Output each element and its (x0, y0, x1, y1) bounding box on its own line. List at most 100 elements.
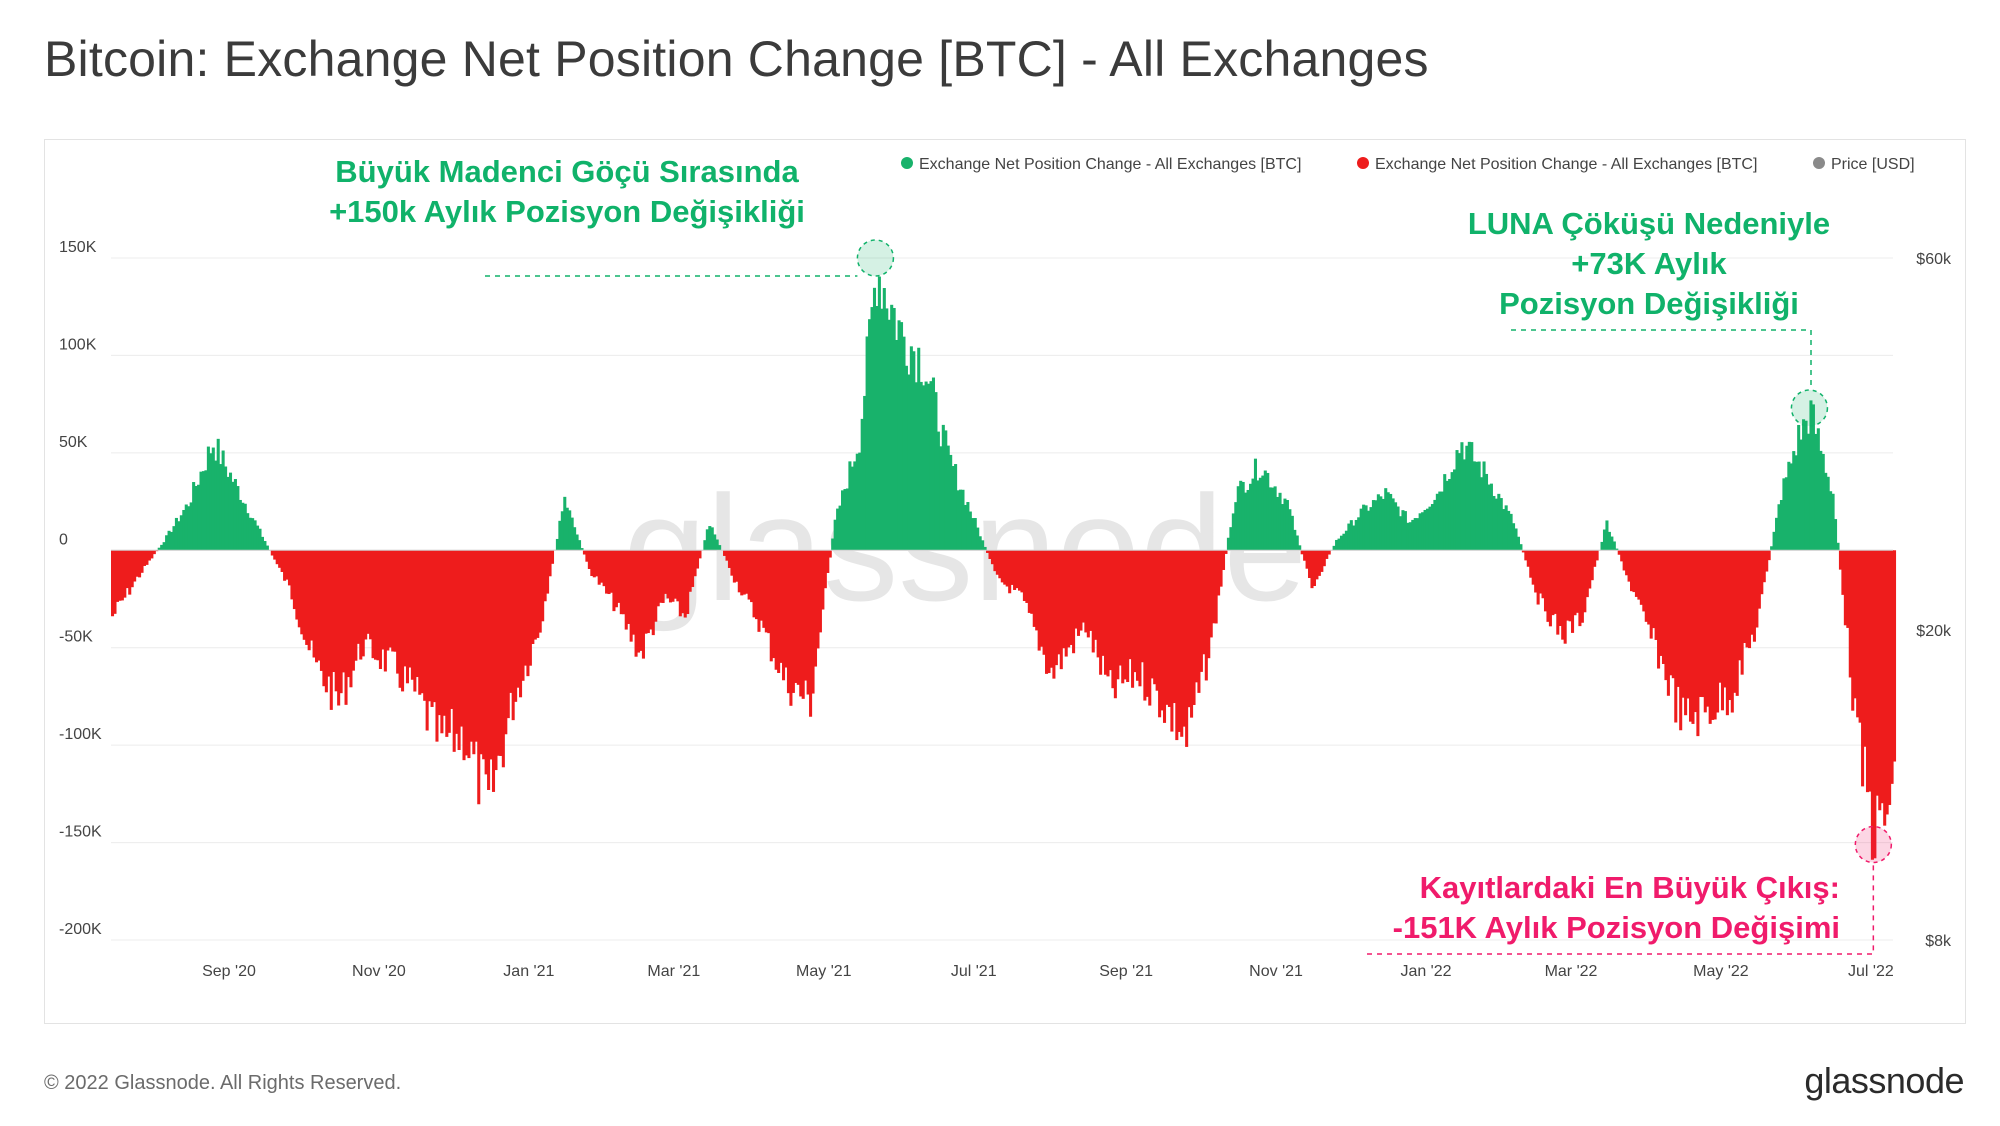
net-change-bar (354, 550, 358, 661)
net-change-bar (968, 511, 972, 551)
net-change-bar (1460, 442, 1464, 551)
x-tick-label: Sep '21 (1099, 963, 1153, 980)
net-change-bar (1607, 531, 1611, 551)
net-change-bar (1438, 491, 1442, 551)
net-change-bar (774, 550, 778, 670)
net-change-bar (516, 550, 520, 688)
net-change-bar (1443, 474, 1447, 551)
net-change-bar (855, 453, 859, 551)
net-change-bar (152, 550, 156, 555)
net-change-bar (1453, 469, 1457, 551)
net-change-bar (115, 550, 119, 602)
net-change-bar (273, 550, 277, 560)
net-change-bar (922, 385, 926, 551)
net-change-bar (1507, 510, 1511, 551)
annotation-luna: LUNA Çöküşü Nedeniyle (1468, 206, 1830, 241)
net-change-bar (1484, 473, 1489, 551)
net-change-bar (1634, 550, 1638, 597)
net-change-bar (1202, 550, 1206, 655)
net-change-bar (1347, 523, 1351, 551)
net-change-bar (197, 484, 201, 551)
net-change-bar (732, 550, 736, 583)
net-change-bar (147, 550, 151, 561)
net-change-bar (1566, 550, 1570, 621)
net-change-bar (1290, 515, 1294, 551)
net-change-bar (1575, 550, 1579, 613)
net-change-bar (939, 446, 943, 551)
net-change-bar (858, 452, 862, 551)
net-change-bar (1836, 542, 1840, 551)
net-change-bar (1010, 550, 1014, 585)
net-change-bar (1214, 550, 1218, 624)
net-change-bar (1883, 550, 1887, 826)
net-change-bar (1787, 461, 1791, 551)
net-change-bar (585, 550, 589, 562)
net-change-bar (1005, 550, 1009, 587)
net-change-bar (1524, 550, 1528, 561)
net-change-bar (179, 515, 183, 551)
net-change-bar (420, 550, 424, 694)
net-change-bar (1838, 550, 1842, 570)
net-change-bar (1190, 550, 1194, 718)
x-tick-label: Jan '21 (503, 963, 554, 980)
net-change-bar (927, 383, 931, 551)
net-change-bar (710, 527, 714, 551)
net-change-bar (1516, 536, 1520, 551)
net-change-bar (1649, 550, 1653, 639)
net-change-bar (1647, 550, 1651, 625)
net-change-bar (1703, 550, 1707, 713)
net-change-bar (1027, 550, 1031, 613)
net-change-bar (1406, 522, 1410, 551)
net-change-bar (310, 550, 314, 641)
net-change-bar (843, 489, 847, 551)
net-change-bar (1263, 470, 1267, 551)
red-dot-icon (1357, 157, 1369, 169)
net-change-bar (654, 550, 658, 622)
gray-dot-icon (1813, 157, 1825, 169)
net-change-bar (816, 550, 820, 649)
net-change-bar (221, 450, 225, 551)
net-change-bar (730, 550, 734, 576)
net-change-bar (469, 550, 473, 742)
x-tick-label: Mar '22 (1545, 963, 1598, 980)
net-change-bar (1792, 451, 1796, 551)
net-change-bar (988, 550, 992, 559)
net-change-bar (1099, 550, 1103, 675)
net-change-bar (1192, 550, 1196, 705)
net-change-bar (983, 546, 987, 551)
net-change-bar (973, 517, 977, 551)
net-change-bar (865, 336, 869, 551)
net-change-bar (1140, 550, 1144, 663)
net-change-bar (199, 471, 203, 551)
net-change-bar (1482, 461, 1486, 551)
net-change-bar (1568, 550, 1572, 622)
net-change-bar (260, 536, 264, 551)
net-change-bar (1187, 550, 1191, 708)
net-change-bar (128, 550, 132, 595)
net-change-bar (1310, 550, 1314, 589)
net-change-bar (951, 466, 955, 551)
net-change-bar (1696, 550, 1700, 737)
net-change-bar (804, 550, 808, 681)
net-change-bar (361, 550, 365, 657)
net-change-bar (1654, 550, 1658, 640)
annotation-leader-line (1511, 329, 1812, 391)
net-change-bar (216, 438, 220, 551)
net-change-bar (194, 485, 198, 551)
net-change-bar (713, 534, 717, 551)
net-change-bar (1022, 550, 1026, 602)
net-change-bar (403, 550, 407, 667)
net-change-bar (484, 550, 488, 775)
annotation-record-outflow: -151K Aylık Pozisyon Değişimi (1393, 910, 1840, 945)
net-change-bar (1794, 455, 1798, 551)
net-change-bar (899, 322, 904, 551)
net-change-bar (1841, 550, 1845, 595)
net-change-bar (570, 517, 574, 551)
net-change-bar (1539, 550, 1543, 594)
net-change-bar (1543, 550, 1548, 612)
net-change-bar (1101, 550, 1105, 656)
net-change-bar (1266, 472, 1270, 551)
net-change-bar (1733, 550, 1737, 693)
